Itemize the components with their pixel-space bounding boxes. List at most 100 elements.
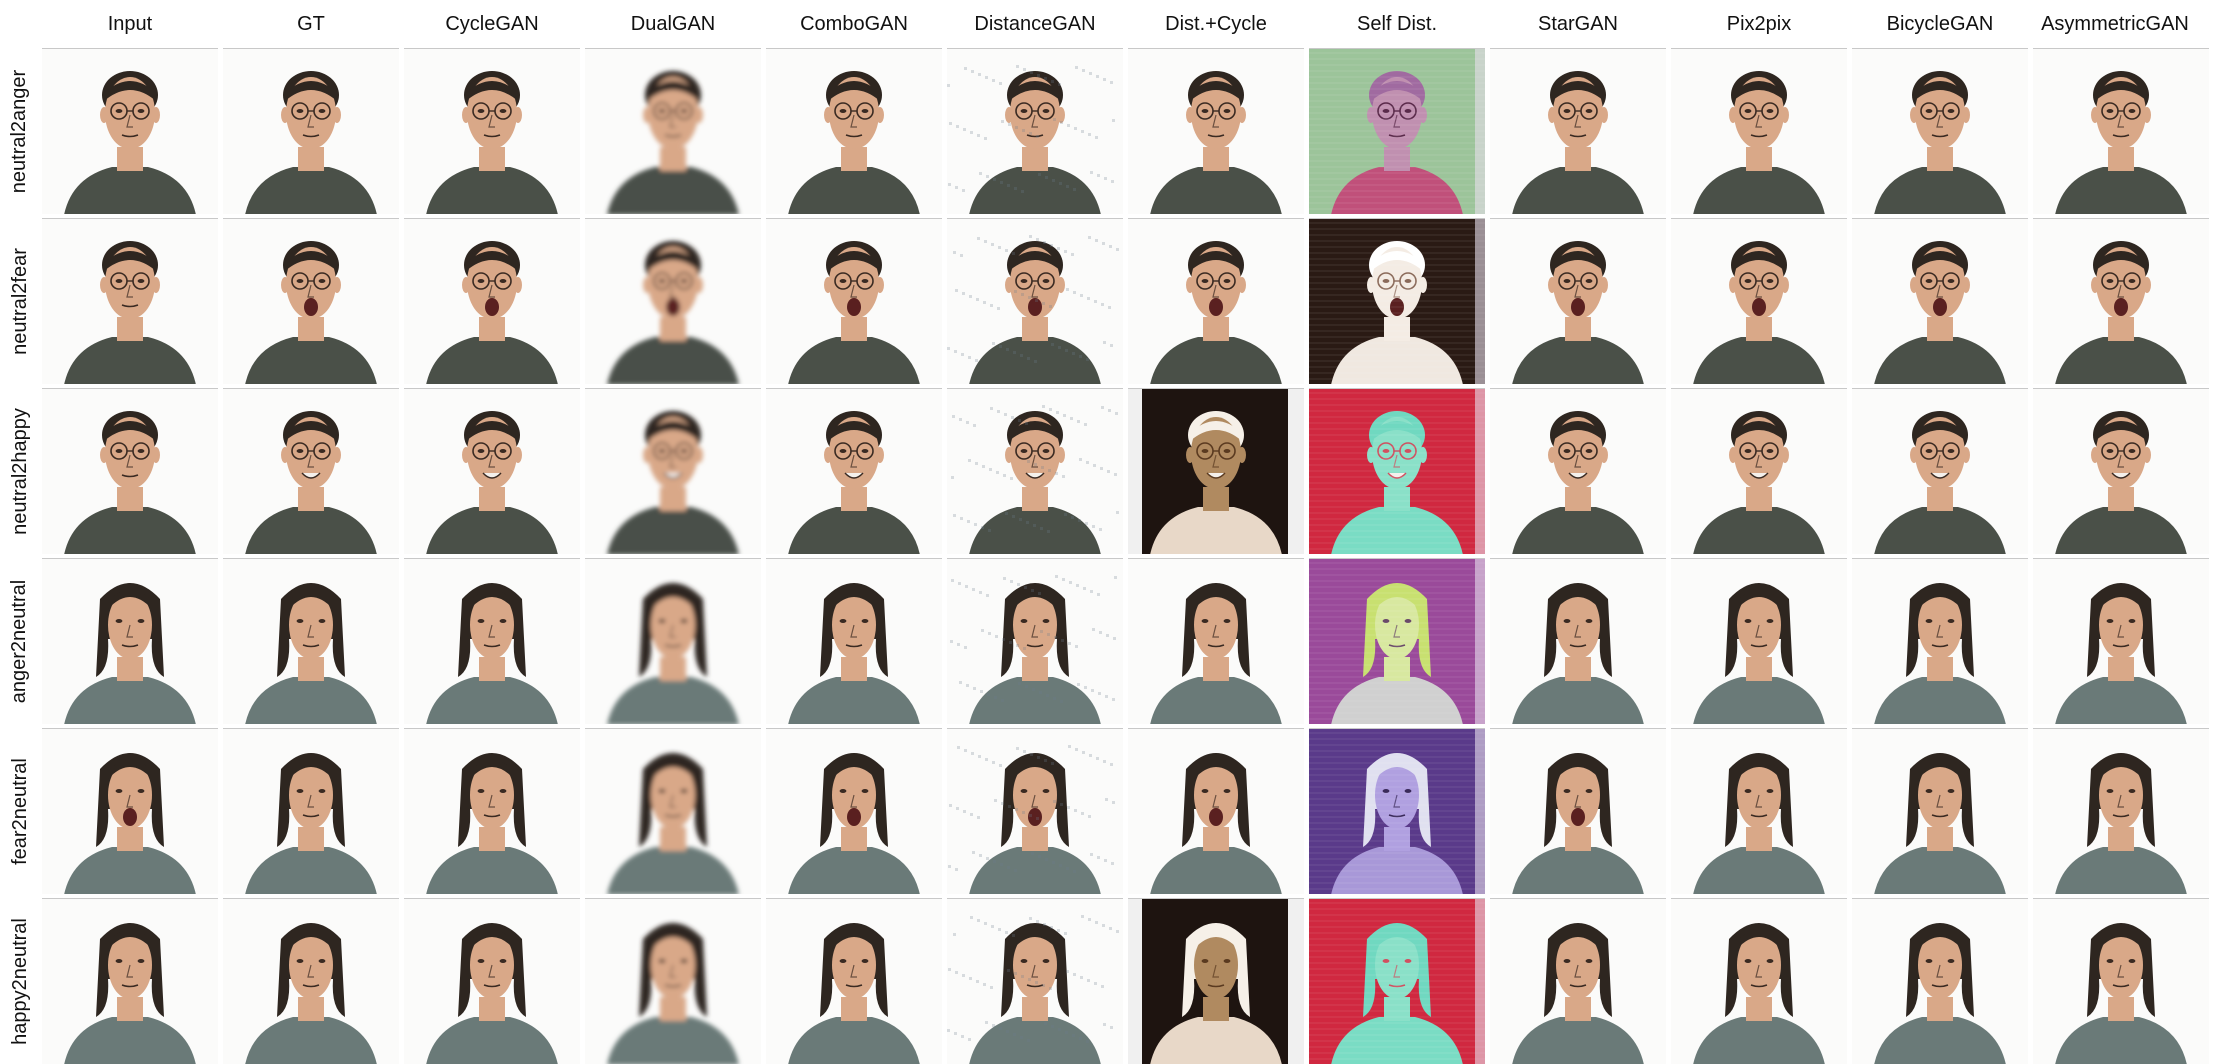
face-image-cell [1128, 388, 1304, 554]
face-image-cell [223, 558, 399, 724]
face-image [42, 389, 218, 554]
face-image [947, 729, 1123, 894]
face-image-cell [766, 388, 942, 554]
face-image [585, 899, 761, 1064]
face-image-cell [1128, 558, 1304, 724]
face-image-cell [585, 558, 761, 724]
face-image-cell [223, 48, 399, 214]
face-image [1490, 219, 1666, 384]
face-image [1671, 49, 1847, 214]
face-image [223, 729, 399, 894]
face-image-cell [2033, 728, 2209, 894]
face-image [1852, 49, 2028, 214]
face-image-cell [223, 218, 399, 384]
column-header: Self Dist. [1356, 12, 1438, 35]
face-image [1490, 899, 1666, 1064]
face-image [42, 729, 218, 894]
column-header: BicycleGAN [1886, 12, 1994, 35]
face-image-cell [404, 388, 580, 554]
face-image [1309, 49, 1485, 214]
face-image [585, 559, 761, 724]
face-image [404, 729, 580, 894]
face-image-cell [766, 218, 942, 384]
face-image-cell [947, 218, 1123, 384]
face-image-cell [585, 388, 761, 554]
face-image-cell [766, 48, 942, 214]
face-image [1128, 389, 1304, 554]
row-label: happy2neutral [0, 898, 40, 1064]
face-image [223, 389, 399, 554]
face-image-cell [1309, 48, 1485, 214]
column-header: AsymmetricGAN [2041, 12, 2189, 35]
face-image-cell [585, 898, 761, 1064]
face-image-cell [1490, 898, 1666, 1064]
column-header: Pix2pix [1726, 12, 1792, 35]
face-image-cell [42, 388, 218, 554]
face-image-cell [42, 898, 218, 1064]
face-image [585, 729, 761, 894]
face-image [585, 49, 761, 214]
face-image-cell [585, 218, 761, 384]
face-image [2033, 899, 2209, 1064]
face-image-cell [1490, 48, 1666, 214]
face-image-cell [1309, 728, 1485, 894]
face-image [1128, 49, 1304, 214]
face-image [404, 389, 580, 554]
face-image-cell [42, 558, 218, 724]
face-image [2033, 49, 2209, 214]
face-image-cell [585, 728, 761, 894]
column-header: CycleGAN [445, 12, 539, 35]
face-image-cell [223, 388, 399, 554]
face-image [2033, 219, 2209, 384]
face-image [1128, 219, 1304, 384]
face-image [766, 219, 942, 384]
face-image-cell [42, 728, 218, 894]
face-image [1490, 49, 1666, 214]
face-image-cell [1852, 728, 2028, 894]
face-image-cell [1671, 558, 1847, 724]
face-image [766, 899, 942, 1064]
face-image [585, 389, 761, 554]
face-image [766, 729, 942, 894]
face-image [947, 219, 1123, 384]
face-image [42, 219, 218, 384]
face-image [1128, 729, 1304, 894]
face-image [223, 49, 399, 214]
face-image-cell [404, 728, 580, 894]
face-image-cell [404, 898, 580, 1064]
row-label-text: neutral2anger [8, 69, 31, 193]
face-image [223, 219, 399, 384]
face-image [1671, 899, 1847, 1064]
face-image [947, 49, 1123, 214]
face-image-cell [2033, 48, 2209, 214]
row-label-text: neutral2fear [8, 247, 31, 355]
face-image [1128, 559, 1304, 724]
face-image-cell [947, 728, 1123, 894]
face-image-cell [1852, 898, 2028, 1064]
face-image-cell [766, 558, 942, 724]
row-label: neutral2happy [0, 388, 40, 554]
face-image-cell [1671, 48, 1847, 214]
face-image [1490, 559, 1666, 724]
row-label-text: anger2neutral [8, 579, 31, 703]
face-image-cell [1128, 48, 1304, 214]
face-image-cell [1490, 388, 1666, 554]
face-image-cell [1128, 728, 1304, 894]
face-image-cell [766, 898, 942, 1064]
face-image-cell [1671, 898, 1847, 1064]
face-image-cell [1852, 218, 2028, 384]
face-image [404, 559, 580, 724]
face-image-cell [1852, 48, 2028, 214]
face-image [1309, 559, 1485, 724]
face-image-cell [947, 898, 1123, 1064]
face-image [1852, 219, 2028, 384]
face-image [1671, 219, 1847, 384]
face-image [1309, 899, 1485, 1064]
face-image-cell [404, 558, 580, 724]
row-label: fear2neutral [0, 728, 40, 894]
face-image [585, 219, 761, 384]
row-label-text: happy2neutral [8, 917, 31, 1045]
face-image-cell [1852, 388, 2028, 554]
face-image-cell [1128, 898, 1304, 1064]
